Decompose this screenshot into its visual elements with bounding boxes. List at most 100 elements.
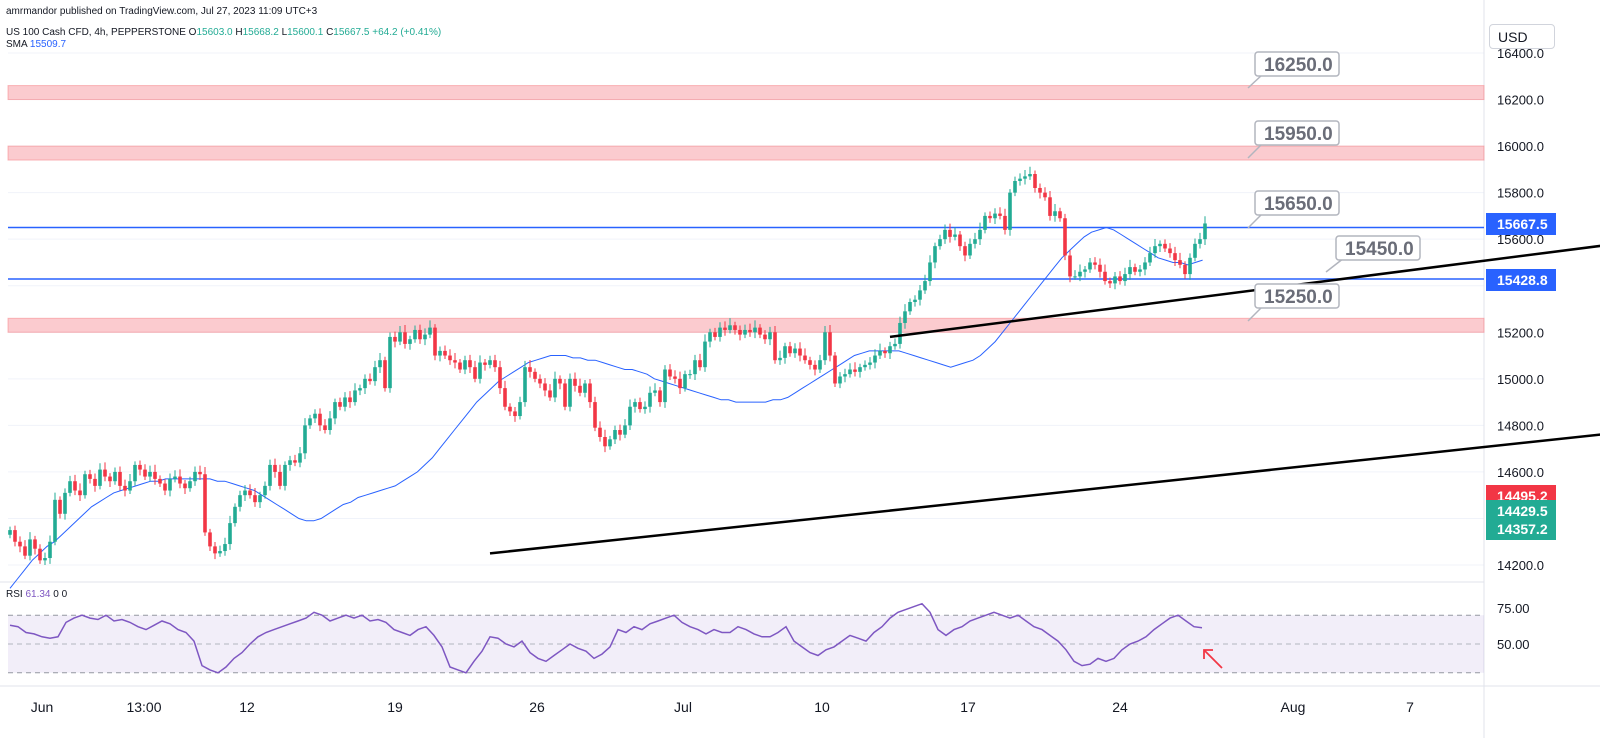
- candle-body: [923, 281, 927, 291]
- price-badge-bg: [1486, 500, 1556, 522]
- candle-body: [1093, 262, 1097, 265]
- candle-body: [978, 229, 982, 240]
- candle-body: [758, 327, 762, 335]
- candle-body: [298, 453, 302, 463]
- candle-body: [938, 239, 942, 247]
- candle-body: [953, 234, 957, 237]
- candle-body: [293, 460, 297, 463]
- candle-body: [1078, 271, 1082, 277]
- candle-body: [1018, 178, 1022, 181]
- candle-body: [753, 327, 757, 333]
- candle-body: [398, 332, 402, 342]
- candle-body: [288, 460, 292, 465]
- candle-body: [248, 490, 252, 496]
- candle-body: [533, 371, 537, 379]
- candle-body: [688, 374, 692, 376]
- change-value: +64.2 (+0.41%): [372, 27, 442, 38]
- candle-body: [173, 476, 177, 479]
- candle-body: [878, 350, 882, 356]
- candle-body: [103, 469, 107, 477]
- price-badge-label: 15667.5: [1497, 216, 1548, 232]
- rsi-tick-label: 75.00: [1497, 601, 1530, 616]
- candle-body: [1063, 218, 1067, 256]
- time-axis[interactable]: Jun 13:00 12 19 26 Jul 10 17 24 Aug 7: [31, 699, 1414, 715]
- candle-body: [683, 374, 687, 389]
- callout-label: 15950.0: [1264, 124, 1333, 145]
- candle-body: [653, 390, 657, 393]
- candle-body: [1153, 246, 1157, 254]
- candle-body: [633, 402, 637, 407]
- price-tick-label: 16200.0: [1497, 93, 1544, 108]
- candle-body: [133, 464, 137, 482]
- sma-polyline: [9, 226, 1203, 589]
- candle-body: [313, 413, 317, 419]
- candle-body: [813, 364, 817, 370]
- candle-body: [518, 402, 522, 417]
- high-value: 15668.2: [242, 27, 279, 38]
- candle-body: [1168, 248, 1172, 254]
- candle-body: [183, 483, 187, 489]
- annotation-arrow-shaft: [1203, 649, 1223, 669]
- candle-body: [613, 430, 617, 440]
- sma-legend[interactable]: SMA 15509.7: [6, 39, 66, 50]
- candle-body: [763, 334, 767, 340]
- candle-body: [1198, 239, 1202, 244]
- candle-body: [278, 471, 282, 486]
- candle-body: [513, 411, 517, 417]
- candle-body: [983, 215, 987, 230]
- candle-body: [233, 506, 237, 524]
- candle-body: [673, 376, 677, 379]
- time-tick-label: 19: [387, 699, 403, 715]
- candle-body: [588, 383, 592, 403]
- candle-body: [508, 406, 512, 412]
- candle-body: [1033, 174, 1037, 188]
- candle-body: [273, 464, 277, 472]
- candle-body: [823, 332, 827, 361]
- candle-body: [178, 476, 182, 484]
- candle-body: [353, 390, 357, 403]
- time-tick-label: 24: [1112, 699, 1128, 715]
- time-tick-label: 7: [1406, 699, 1414, 715]
- trend-channel[interactable]: [489, 72, 1600, 555]
- candle-body: [33, 539, 37, 549]
- candle-body: [403, 332, 407, 344]
- candle-body: [1108, 281, 1112, 284]
- candle-body: [453, 360, 457, 363]
- candle-body: [998, 213, 1002, 216]
- low-value: 15600.1: [287, 27, 324, 38]
- price-callouts[interactable]: 16250.0 15950.0 15650.0 15450.0 15250.0: [1247, 51, 1421, 322]
- rsi-legend[interactable]: RSI 61.34 0 0: [6, 589, 67, 600]
- candle-body: [48, 541, 52, 559]
- candle-body: [788, 346, 792, 354]
- time-tick-label: Jul: [674, 699, 692, 715]
- candle-body: [213, 546, 217, 554]
- candle-body: [1193, 243, 1197, 258]
- candle-body: [348, 397, 352, 403]
- candle-body: [158, 478, 162, 484]
- symbol-line: US 100 Cash CFD, 4h, PEPPERSTONE O15603.…: [6, 27, 441, 38]
- candle-body: [253, 495, 257, 503]
- price-badge-label: 15428.8: [1497, 272, 1548, 288]
- price-badge-bg: [1486, 269, 1556, 291]
- candle-body: [523, 367, 527, 403]
- price-axis[interactable]: 16400.016200.016000.015800.015600.015400…: [1497, 46, 1544, 652]
- price-tick-label: 15200.0: [1497, 325, 1544, 340]
- candle-body: [553, 378, 557, 398]
- candle-body: [393, 336, 397, 342]
- candle-body: [548, 390, 552, 398]
- candle-body: [693, 360, 697, 375]
- candle-body: [528, 367, 532, 372]
- candle-body: [1133, 267, 1137, 272]
- candle-body: [618, 430, 622, 435]
- sma-line: [9, 226, 1203, 589]
- candle-body: [698, 360, 702, 368]
- candle-body: [1203, 223, 1207, 240]
- candle-body: [1178, 260, 1182, 265]
- rsi-extra-2: 0: [61, 589, 68, 600]
- resistance-zone: [7, 145, 1485, 161]
- currency-button[interactable]: USD: [1489, 24, 1555, 49]
- candle-body: [388, 336, 392, 389]
- candle-body: [828, 332, 832, 356]
- candle-body: [73, 481, 77, 491]
